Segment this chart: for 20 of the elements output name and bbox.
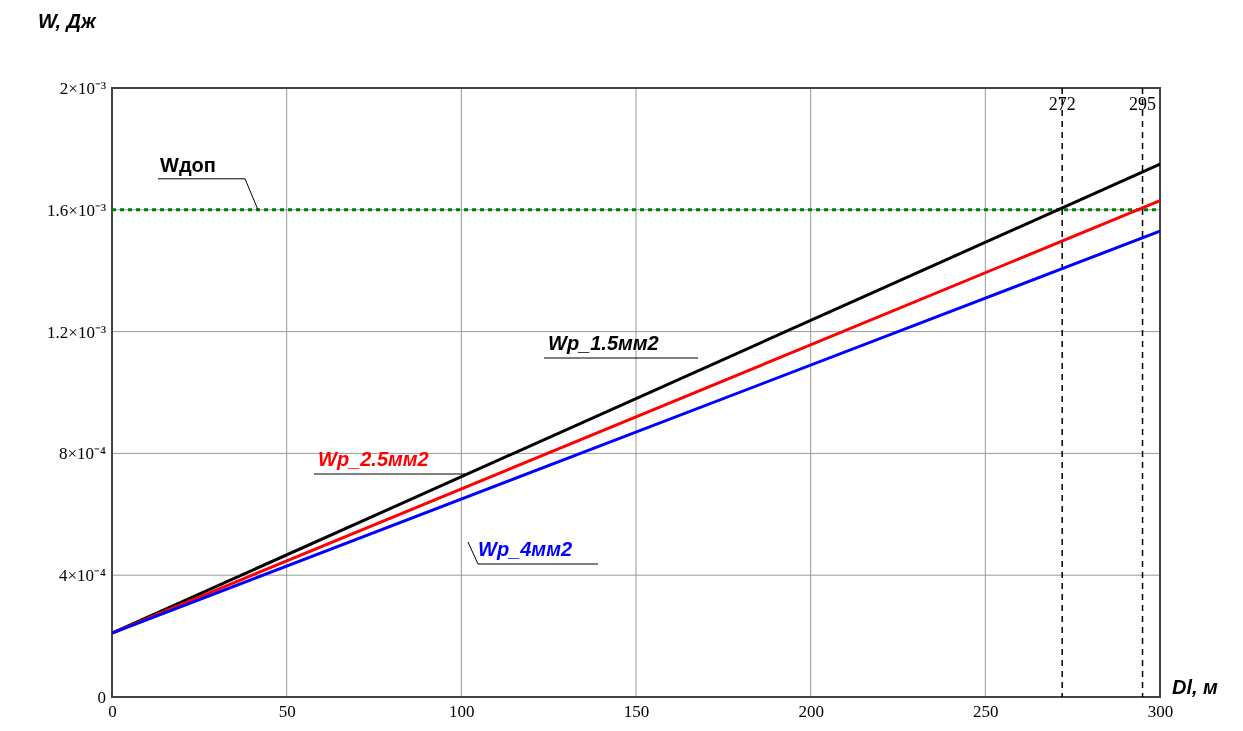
x-tick-label: 100 [449, 702, 475, 722]
y-tick-label: 0 [97, 687, 106, 707]
y-tick-label: 2×10⁻³ [59, 78, 106, 98]
y-tick-label: 8×10⁻⁴ [58, 444, 107, 464]
ref-line-label: Wдоп [160, 153, 216, 176]
x-tick-label: 200 [798, 702, 824, 722]
series-label: Wp_1.5мм2 [548, 332, 659, 354]
text: Wp_4мм2 [478, 538, 573, 560]
series-label: Wp_2.5мм2 [318, 448, 429, 470]
x-tick-label: 250 [973, 702, 999, 722]
y-tick-label: 4×10⁻⁴ [58, 566, 107, 586]
ref-line-label: 295 [1129, 94, 1157, 114]
x-axis-title: Dl, м [1172, 676, 1219, 698]
ref-line-label: 272 [1048, 94, 1076, 114]
x-tick-label: 300 [1147, 702, 1174, 722]
x-tick-label: 150 [623, 702, 650, 722]
y-axis-title: W, Дж [38, 10, 97, 32]
y-tick-label: 1.6×10⁻³ [47, 200, 106, 220]
x-tick-label: 50 [278, 702, 296, 722]
y-tick-label: 1.2×10⁻³ [47, 322, 106, 342]
